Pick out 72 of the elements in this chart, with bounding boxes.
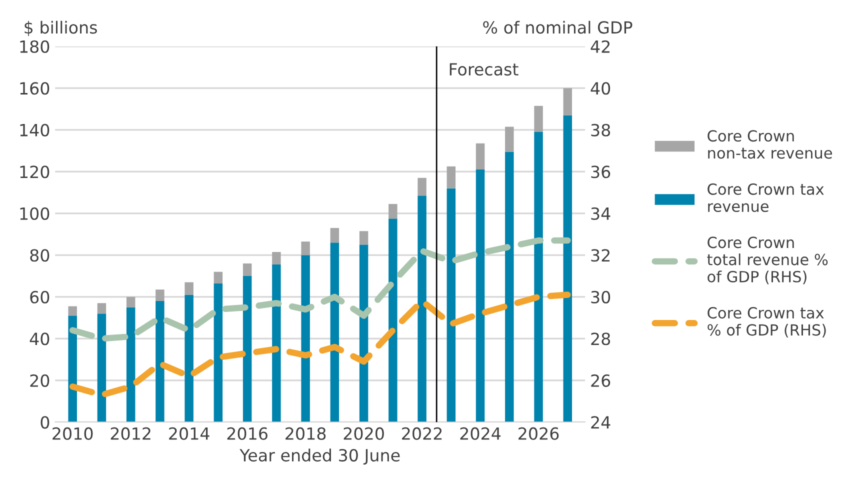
y-tick-label: 160 [20, 82, 50, 95]
bar [156, 290, 164, 302]
y-tick-label: 60 [30, 290, 50, 304]
y2-tick-label: 32 [591, 249, 610, 262]
x-tick-label: 2016 [227, 427, 268, 440]
y-tick-label: 80 [30, 249, 50, 262]
bar [214, 283, 223, 422]
bar [97, 303, 106, 314]
bar [563, 88, 572, 116]
bar [242, 276, 252, 422]
y2-tick-label: 24 [591, 416, 610, 428]
y-tick-label: 0 [40, 416, 50, 429]
bar [68, 306, 77, 316]
x-tick-label: 2026 [518, 427, 559, 440]
bar [97, 314, 106, 422]
bar [184, 294, 194, 422]
x-tick-label: 2012 [110, 427, 150, 440]
y2-tick-label: 26 [591, 374, 610, 387]
y2-tick-label: 40 [590, 82, 610, 95]
bar [330, 242, 340, 422]
y-tick-label: 40 [30, 332, 50, 346]
bar [418, 178, 426, 196]
y2-tick-label: 34 [591, 207, 610, 220]
x-tick-label: 2020 [344, 427, 384, 440]
bar [388, 204, 398, 219]
y-tick-label: 20 [30, 374, 50, 387]
bar [418, 196, 426, 422]
bar [301, 255, 310, 422]
bar [388, 218, 398, 422]
bar [446, 166, 456, 188]
bar [272, 264, 281, 422]
bar [563, 115, 572, 422]
y2-tick-label: 38 [591, 124, 610, 136]
legend-label: Core Crown tax revenue [708, 183, 824, 212]
y2-axis-title: % of nominal GDP [483, 20, 632, 34]
x-tick-label: 2018 [286, 427, 326, 440]
y2-tick-label: 36 [591, 166, 610, 178]
bar [534, 106, 543, 132]
bar [301, 242, 310, 256]
bar [476, 170, 485, 422]
y2-tick-label: 30 [591, 290, 610, 304]
y-tick-label: 180 [20, 40, 50, 53]
y-tick-label: 140 [20, 124, 50, 136]
bar [214, 272, 223, 284]
x-tick-label: 2022 [402, 427, 442, 440]
x-tick-label: 2024 [460, 427, 501, 440]
bar [126, 296, 136, 308]
bar [68, 316, 77, 422]
ref-line-label: Forecast [450, 63, 518, 76]
bar [126, 307, 136, 422]
bar [156, 301, 164, 422]
bar [359, 231, 368, 245]
x-axis-title: Year ended 30 June [240, 448, 400, 465]
y-tick-label: 120 [20, 166, 50, 178]
y-tick-label: 100 [20, 207, 50, 220]
x-tick-label: 2010 [52, 427, 93, 440]
bar [505, 126, 514, 152]
legend-label: Core Crown total revenue % of GDP (RHS) [707, 236, 828, 284]
legend-label: Core Crown non-tax revenue [708, 130, 832, 159]
x-tick-label: 2014 [169, 427, 210, 440]
bar [272, 252, 281, 265]
legend-label: Core Crown tax % of GDP (RHS) [708, 307, 826, 338]
bar [534, 132, 543, 422]
bar [476, 143, 485, 170]
y2-tick-label: 28 [591, 332, 610, 346]
bar [446, 188, 456, 422]
y-axis-title: $ billions [24, 20, 97, 36]
bar [184, 282, 194, 295]
bar [505, 152, 514, 422]
y2-tick-label: 42 [590, 40, 610, 53]
bar [330, 228, 340, 243]
bar [242, 263, 252, 276]
